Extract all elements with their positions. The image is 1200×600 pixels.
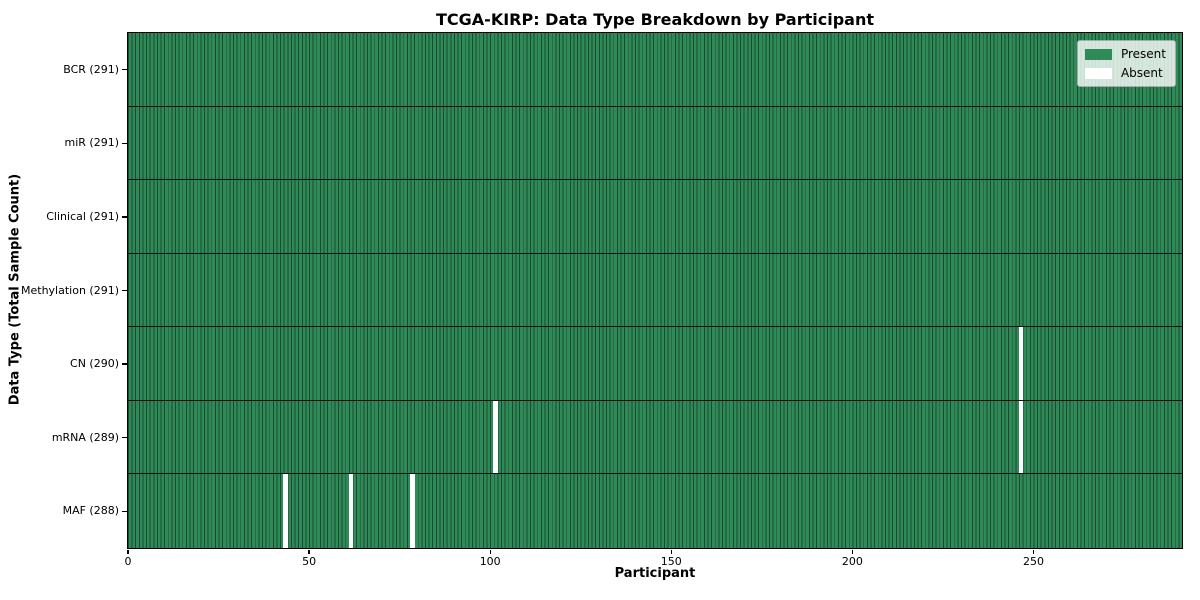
chart-title: TCGA-KIRP: Data Type Breakdown by Partic… <box>436 10 874 29</box>
ytick-label-bcr: BCR (291) <box>63 62 119 76</box>
ytick-label-methylation: Methylation (291) <box>21 283 119 297</box>
ytick-label-cn: CN (290) <box>70 357 119 371</box>
absent-cell-cn-246 <box>1018 327 1024 400</box>
ytick-mark <box>122 289 127 292</box>
legend-entry-absent: Absent <box>1084 66 1166 80</box>
ytick-mark <box>122 142 127 144</box>
ytick-mark <box>122 437 127 439</box>
heatmap-row-clinical <box>128 180 1182 254</box>
ytick-label-clinical: Clinical (291) <box>46 209 119 223</box>
heatmap-row-methylation <box>128 253 1182 328</box>
xtick-mark <box>489 549 491 554</box>
legend: Present Absent <box>1076 40 1176 87</box>
absent-cell-maf-43 <box>283 474 288 548</box>
legend-label-absent: Absent <box>1120 66 1163 80</box>
xtick-mark <box>127 549 129 554</box>
ytick-label-maf: MAF (288) <box>62 504 119 518</box>
ytick-mark <box>122 216 127 218</box>
ytick-label-mir: miR (291) <box>64 136 120 150</box>
xtick-label-50: 50 <box>302 554 317 568</box>
xtick-label-100: 100 <box>479 554 501 568</box>
heatmap-row-cn <box>128 327 1182 401</box>
ytick-mark <box>122 69 127 71</box>
ytick-mark <box>122 363 127 365</box>
xtick-label-200: 200 <box>841 554 863 568</box>
xtick-mark <box>308 549 310 554</box>
heatmap-row-bcr <box>128 33 1182 107</box>
legend-entry-present: Present <box>1084 47 1166 61</box>
absent-cell-maf-61 <box>348 474 353 548</box>
heatmap-row-mrna <box>128 400 1182 475</box>
xtick-label-150: 150 <box>660 554 682 568</box>
xtick-mark <box>1032 549 1035 554</box>
absent-cell-mrna-246 <box>1018 400 1024 474</box>
present-swatch-icon <box>1084 48 1112 60</box>
xtick-label-250: 250 <box>1022 554 1044 568</box>
xtick-mark <box>670 549 672 554</box>
plot-area <box>127 32 1183 549</box>
xtick-label-0: 0 <box>124 554 132 568</box>
ytick-label-mrna: mRNA (289) <box>51 430 119 444</box>
heatmap-row-mir <box>128 106 1182 181</box>
ytick-mark <box>122 510 127 512</box>
absent-cell-maf-78 <box>410 474 415 548</box>
xtick-mark <box>851 549 853 554</box>
heatmap-row-maf <box>128 474 1182 548</box>
absent-cell-mrna-101 <box>493 400 498 474</box>
legend-label-present: Present <box>1120 47 1166 61</box>
absent-swatch-icon <box>1084 67 1112 79</box>
x-axis-label: Participant <box>614 566 696 581</box>
